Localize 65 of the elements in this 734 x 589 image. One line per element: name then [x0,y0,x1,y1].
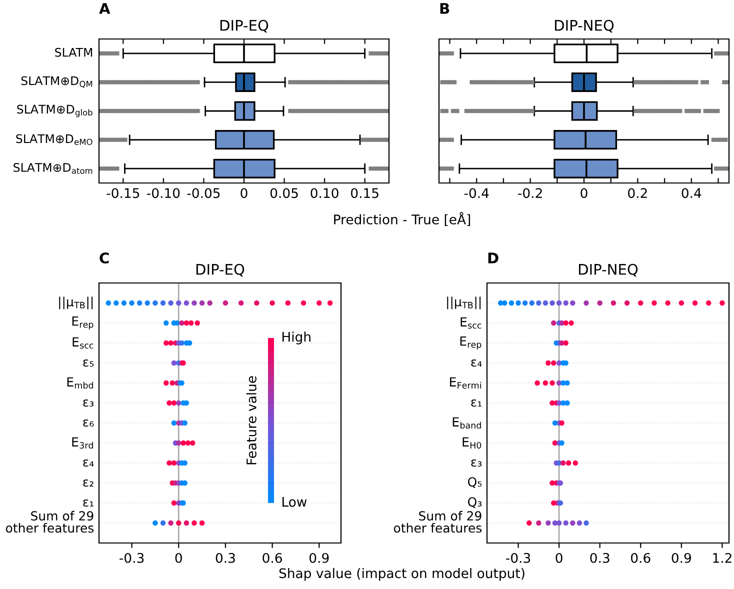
color-bar-title: Feature value [246,376,256,464]
y-tick-label: ε₄ [471,359,482,367]
x-tick-label: -0.3 [506,552,530,563]
y-tick-label: SLATM⊕D$_{QM}$ [21,76,92,88]
y-tick-label: Q₃ [468,497,482,508]
y-tick-label: E$_{scc}$ [460,317,482,329]
x-tick-label: 0 [580,188,588,198]
x-tick-label: -0.4 [464,188,489,198]
text: C [100,252,109,264]
x-axis-title: Prediction - True [eÅ] [334,212,470,226]
y-tick-label: SLATM⊕D$_{eMO}$ [16,134,92,146]
y-tick-label: ε₅ [83,359,94,367]
y-tick-label: ε₃ [83,399,94,407]
y-tick-label: E$_{3rd}$ [72,437,93,449]
y-tick-label: E$_{rep}$ [460,336,482,350]
y-tick-label: E$_{mbd}$ [67,377,94,389]
y-tick-label: ε₃ [471,459,482,467]
x-tick-label: 0.6 [631,552,650,563]
x-tick-label: 0.9 [310,552,329,563]
annotation: Low [282,497,307,507]
y-tick-label: ε₆ [83,419,94,427]
x-tick-label: 0.2 [628,188,647,198]
x-axis-title: Shap value (impact on model output) [279,568,524,581]
y-tick-label: ε₂ [83,479,94,487]
chart-title: DIP-EQ [220,20,268,33]
chart-title: DIP-EQ [196,264,244,277]
x-tick-label: 0 [175,552,182,563]
y-tick-label: ||μ$_{TB}$|| [447,296,481,310]
y-tick-label: SLATM⊕D$_{glob}$ [17,104,92,118]
x-tick-label: -0.3 [120,552,144,563]
text: B [440,3,450,14]
y-tick-label: E$_{scc}$ [72,337,94,349]
y-tick-label: E$_{rep}$ [72,316,94,330]
y-tick-label: Sum of 29 other features [394,510,482,533]
text: A [99,3,110,14]
x-tick-label: 0.4 [682,188,702,198]
x-tick-label: 0.3 [216,552,235,563]
y-tick-label: E$_{Fermi}$ [450,377,481,389]
x-tick-label: 0 [556,552,562,563]
x-tick-label: 0.05 [270,188,298,198]
x-tick-label: -0.10 [147,188,180,198]
y-tick-label: ε₄ [83,459,94,467]
y-tick-label: SLATM⊕D$_{atom}$ [14,163,92,174]
chart-title: DIP-NEQ [555,20,614,33]
y-tick-label: Sum of 29 other features [6,510,94,533]
x-tick-label: 1.2 [713,552,732,563]
annotation: High [282,332,310,344]
x-tick-label: 0.10 [310,188,338,198]
text: D [488,252,498,264]
x-tick-label: 0.3 [590,552,610,563]
x-tick-label: -0.2 [518,188,542,198]
chart-title: DIP-NEQ [579,264,638,277]
x-tick-label: 0.15 [351,188,378,198]
x-tick-label: 0.6 [262,552,282,563]
y-tick-label: ||μ$_{TB}$|| [59,296,93,310]
y-tick-label: E$_{band}$ [452,417,481,429]
y-tick-label: SLATM [55,48,92,57]
x-tick-label: 0.9 [672,552,691,563]
x-tick-label: 0 [240,188,248,198]
y-tick-label: E$_{H0}$ [462,437,482,449]
y-tick-label: Q₅ [468,477,482,488]
y-tick-label: ε₁ [83,499,94,507]
x-tick-label: -0.15 [106,188,140,198]
x-tick-label: -0.05 [187,188,220,198]
y-tick-label: ε₁ [471,399,482,407]
